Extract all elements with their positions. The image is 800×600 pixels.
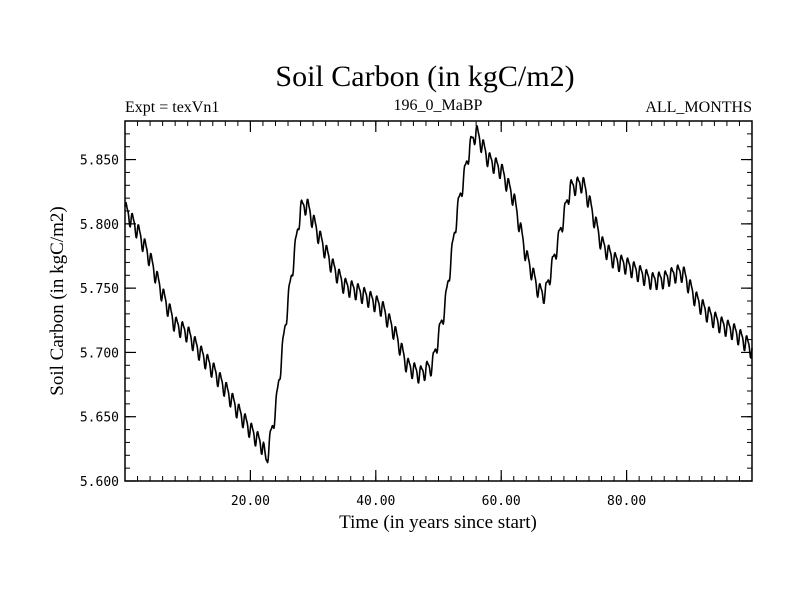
- series-line: [124, 125, 753, 464]
- x-axis-label: Time (in years since start): [339, 512, 537, 533]
- y-tick-label: 5.800: [80, 218, 119, 233]
- subtitle-left: Expt = texVn1: [125, 99, 219, 116]
- subtitle-center: 196_0_MaBP: [394, 97, 483, 114]
- y-tick-label: 5.700: [80, 346, 119, 361]
- subtitle-right: ALL_MONTHS: [645, 99, 752, 116]
- x-tick-label: 20.00: [231, 494, 270, 509]
- axis-ticks: 20.00 40.00 60.00 80.00 5.600 5.650 5.700 5.750…: [80, 120, 753, 509]
- series-layer: [124, 125, 753, 464]
- x-tick-label: 60.00: [482, 494, 521, 509]
- y-axis-label: Soil Carbon (in kgC/m2): [47, 206, 68, 395]
- x-tick-label: 80.00: [607, 494, 646, 509]
- y-tick-label: 5.850: [80, 154, 119, 169]
- chart-title: Soil Carbon (in kgC/m2): [275, 60, 574, 93]
- y-tick-label: 5.600: [80, 475, 119, 490]
- y-tick-label: 5.650: [80, 411, 119, 426]
- plot-frame: [124, 120, 753, 482]
- y-tick-label: 5.750: [80, 282, 119, 297]
- x-tick-label: 40.00: [356, 494, 395, 509]
